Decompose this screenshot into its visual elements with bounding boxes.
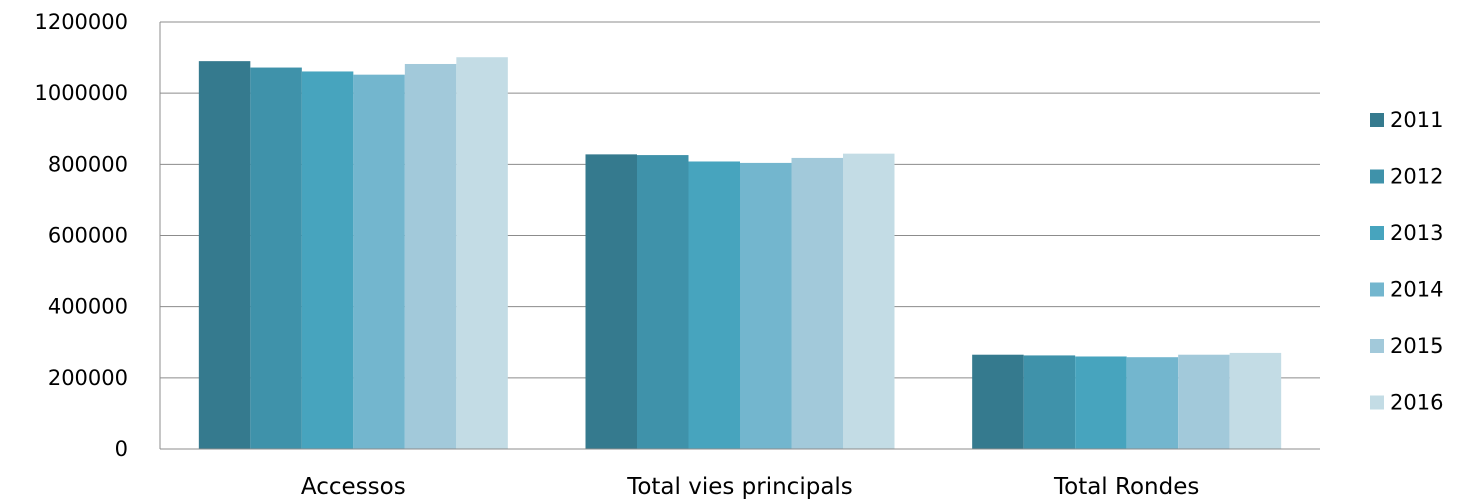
legend-label: 2012 xyxy=(1390,165,1443,189)
y-axis-tick-labels: 0 200000 400000 600000 800000 1000000 1200000 xyxy=(34,10,128,461)
bar-2016 xyxy=(456,57,508,449)
bars xyxy=(198,57,1282,450)
x-category-label: Total Rondes xyxy=(1053,474,1199,500)
bar-2014 xyxy=(740,162,792,449)
legend-label: 2015 xyxy=(1390,334,1443,358)
bar-2011 xyxy=(198,61,251,450)
bar-2013 xyxy=(301,71,354,450)
bar-2014 xyxy=(353,74,405,449)
bar-2015 xyxy=(791,157,843,449)
y-tick-label: 1200000 xyxy=(34,10,128,34)
x-axis: Accessos Total vies principals Total Ronde… xyxy=(159,22,1320,500)
bar-2012 xyxy=(637,155,689,449)
legend-label: 2014 xyxy=(1390,278,1443,302)
bar-2015 xyxy=(1178,354,1230,449)
legend-label: 2016 xyxy=(1390,391,1443,415)
y-tick-label: 1000000 xyxy=(34,81,128,105)
y-tick-label: 800000 xyxy=(48,152,128,176)
x-category-label: Accessos xyxy=(301,474,406,500)
bar-2016 xyxy=(843,153,895,450)
legend-swatch-2013 xyxy=(1370,226,1384,240)
bar-2012 xyxy=(1023,355,1076,449)
bar-2011 xyxy=(585,154,637,449)
bar-2013 xyxy=(688,161,740,449)
legend: 2011 2012 2013 2014 2015 2016 xyxy=(1370,108,1443,415)
bar-2015 xyxy=(404,63,457,449)
legend-swatch-2016 xyxy=(1370,395,1384,410)
legend-swatch-2012 xyxy=(1370,169,1384,184)
legend-swatch-2011 xyxy=(1370,113,1384,127)
y-tick-label: 200000 xyxy=(48,366,128,390)
y-tick-label: 400000 xyxy=(48,295,128,319)
legend-label: 2013 xyxy=(1390,221,1443,245)
bar-2013 xyxy=(1075,356,1127,449)
y-tick-label: 600000 xyxy=(48,224,128,248)
legend-swatch-2014 xyxy=(1370,282,1384,297)
legend-label: 2011 xyxy=(1390,108,1443,132)
y-tick-label: 0 xyxy=(115,437,128,461)
bar-2016 xyxy=(1229,352,1282,449)
bar-2014 xyxy=(1126,357,1179,449)
legend-swatch-2015 xyxy=(1370,339,1384,353)
bar-2011 xyxy=(972,354,1024,449)
bar-2012 xyxy=(250,67,302,450)
x-category-label: Total vies principals xyxy=(626,474,853,500)
